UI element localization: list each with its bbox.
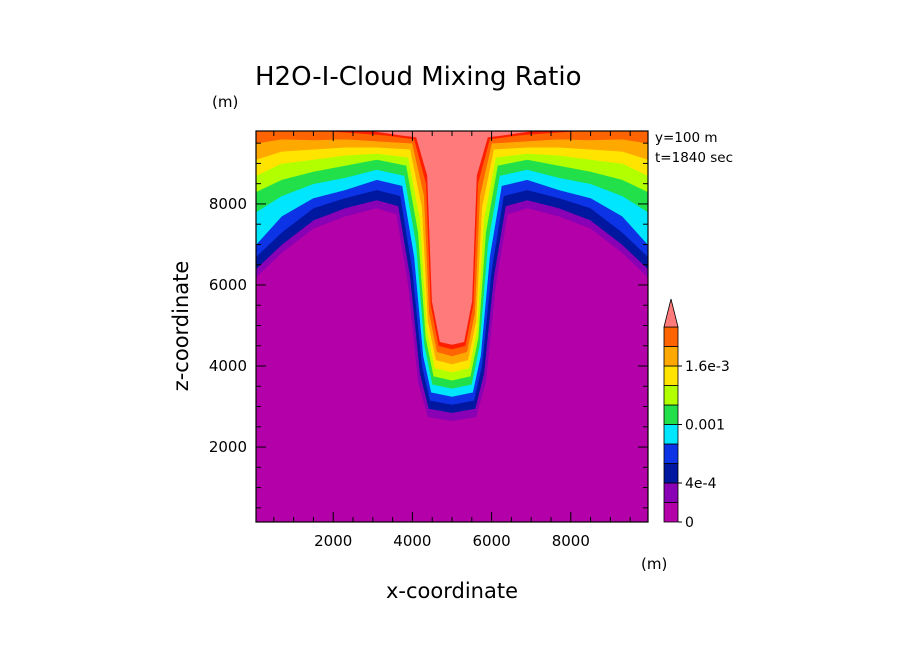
x-tick-label: 6000 [473, 532, 511, 550]
colorbar-segment [663, 385, 679, 406]
colorbar-segment [663, 404, 679, 425]
colorbar-tick-label: 0.001 [685, 418, 725, 434]
colorbar-segment [663, 365, 679, 386]
colorbar-segment [663, 463, 679, 484]
y-tick-label: 2000 [209, 438, 247, 456]
plot-axes: 2000 4000 6000 8000 2000 4000 6000 8000 [209, 130, 649, 550]
x-unit-label: (m) [641, 555, 667, 573]
y-axis-title: z-coordinate [169, 261, 193, 392]
y-tick-label: 8000 [209, 195, 247, 213]
contour-fill-11 [372, 131, 532, 345]
colorbar-segment [663, 346, 679, 367]
colorbar-segment [663, 482, 679, 503]
y-tick-label: 4000 [209, 357, 247, 375]
x-tick-label: 2000 [314, 532, 352, 550]
info-line-t: t=1840 sec [655, 150, 733, 166]
colorbar-extend-arrow [663, 298, 679, 328]
x-tick-label: 8000 [552, 532, 590, 550]
contour-plot-area [256, 131, 648, 522]
colorbar-segment [663, 424, 679, 445]
colorbar-tick-label: 4e-4 [685, 476, 717, 492]
colorbar-segment [663, 326, 679, 347]
colorbar-tick-label: 0 [685, 515, 694, 531]
x-axis-title: x-coordinate [386, 579, 518, 603]
colorbar-segment [663, 443, 679, 464]
colorbar-tick-label: 1.6e-3 [685, 359, 730, 375]
y-tick-label: 6000 [209, 276, 247, 294]
z-unit-label: (m) [212, 93, 238, 111]
x-tick-label: 4000 [393, 532, 431, 550]
info-line-y: y=100 m [655, 130, 718, 146]
chart-title: H2O-I-Cloud Mixing Ratio [255, 62, 582, 92]
colorbar: 0 4e-4 0.001 1.6e-3 [663, 298, 730, 531]
colorbar-segment [663, 502, 679, 523]
